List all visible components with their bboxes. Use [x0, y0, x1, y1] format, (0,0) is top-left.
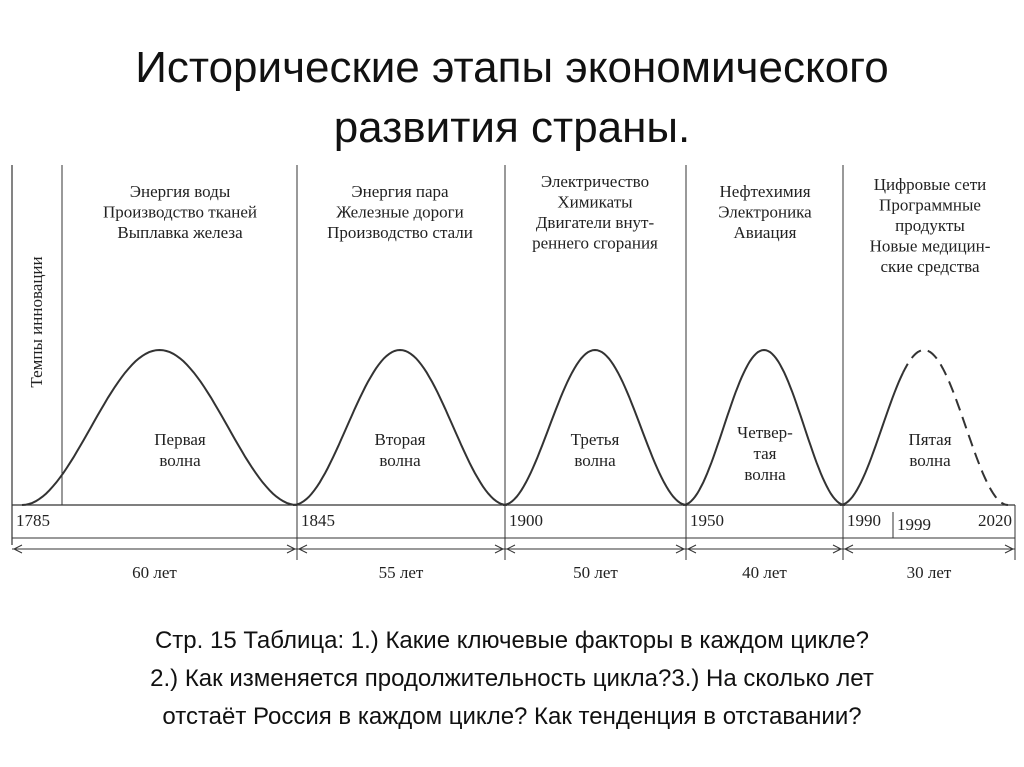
wave-forecast [902, 348, 1009, 506]
wave [21, 348, 298, 506]
duration-label: 40 лет [742, 563, 787, 582]
year-label: 2020 [978, 511, 1012, 530]
factor: Программные [879, 196, 981, 215]
title-line: развития страны. [334, 103, 691, 152]
factor: продукты [895, 216, 965, 235]
wave-label: волна [574, 451, 616, 470]
factor: Энергия воды [130, 182, 231, 201]
wave-label: Пятая [908, 430, 951, 449]
year-label: 1990 [847, 511, 881, 530]
title-line: Исторические этапы экономического [135, 43, 888, 92]
year-label: 1900 [509, 511, 543, 530]
year-label: 1785 [16, 511, 50, 530]
question-line: Стр. 15 Таблица: 1.) Какие ключевые факт… [155, 627, 869, 654]
wave-label: волна [159, 451, 201, 470]
factor: Электроника [718, 203, 812, 222]
wave [502, 348, 688, 506]
arrow-head [505, 544, 516, 554]
wave-label: Вторая [375, 430, 426, 449]
factor: Двигатели внут- [536, 213, 655, 232]
arrow-head [494, 544, 505, 554]
duration-label: 55 лет [379, 563, 424, 582]
factor: Производство стали [327, 223, 473, 242]
factor: Электричество [541, 172, 649, 191]
arrow-head [832, 544, 843, 554]
arrow-head [1004, 544, 1015, 554]
arrow-head [843, 544, 854, 554]
arrow-head [297, 544, 308, 554]
y-axis-label: Темпы инновации [27, 256, 46, 387]
duration-label: 60 лет [132, 563, 177, 582]
factor: Химикаты [557, 193, 633, 212]
arrow-head [286, 544, 297, 554]
year-label: 1999 [897, 515, 931, 534]
factor: Нефтехимия [719, 182, 810, 201]
duration-label: 30 лет [907, 563, 952, 582]
wave-label: волна [744, 465, 786, 484]
factor: реннего сгорания [532, 234, 658, 253]
duration-label: 50 лет [573, 563, 618, 582]
wave-label: тая [753, 444, 776, 463]
wave-label: волна [909, 451, 951, 470]
wave [292, 348, 508, 506]
arrow-head [12, 544, 23, 554]
year-label: 1950 [690, 511, 724, 530]
factor: Выплавка железа [117, 223, 243, 242]
wave-label: волна [379, 451, 421, 470]
wave-label: Первая [154, 430, 206, 449]
wave-label: Третья [571, 430, 620, 449]
factor: ские средства [880, 257, 979, 276]
question-line: 2.) Как изменяется продолжительность цик… [150, 665, 874, 692]
factor: Новые медицин- [870, 237, 991, 256]
wave-label: Четвер- [737, 423, 793, 442]
wave [839, 372, 904, 506]
frame [11, 165, 1016, 560]
question-line: отстаёт Россия в каждом цикле? Как тенде… [162, 703, 861, 730]
factor: Цифровые сети [874, 175, 986, 194]
arrow-head [686, 544, 697, 554]
factor: Энергия пара [351, 182, 449, 201]
year-label: 1845 [301, 511, 335, 530]
wave [682, 348, 846, 506]
factor: Авиация [734, 223, 797, 242]
arrow-head [675, 544, 686, 554]
factor: Производство тканей [103, 203, 257, 222]
factor: Железные дороги [336, 203, 463, 222]
